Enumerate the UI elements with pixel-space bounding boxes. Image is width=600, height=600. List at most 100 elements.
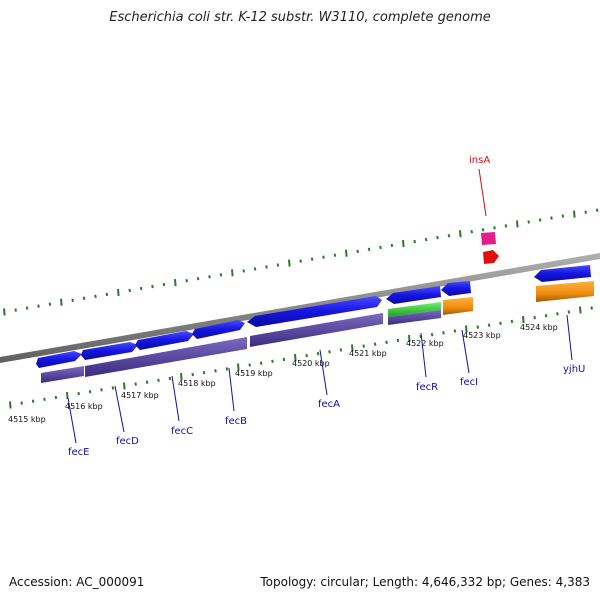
minor-tick [271,359,274,363]
minor-tick [168,376,172,381]
minor-tick [299,259,302,263]
cds-bars[interactable] [41,281,594,383]
gene-arrow-fecA[interactable] [247,296,382,327]
insertion-element-insA[interactable] [481,232,499,264]
major-tick [516,220,519,228]
major-tick [123,382,126,390]
minor-tick [54,395,58,400]
tick-label: 4518 kbp [178,379,216,388]
minor-tick [424,237,428,242]
gene-label-insA[interactable]: insA [469,155,490,166]
minor-tick [71,298,74,302]
minor-tick [162,282,166,287]
rrna-bar-fecR[interactable] [388,302,441,317]
minor-tick [25,306,29,310]
gene-label-fecD[interactable]: fecD [116,436,139,447]
minor-tick [453,329,457,333]
tick-label: 4524 kbp [520,323,558,332]
major-tick [465,325,468,333]
minor-tick [208,275,211,279]
minor-tick [265,265,268,269]
gene-arrows[interactable] [36,265,591,368]
cds-bar-fecA[interactable] [250,313,383,347]
gene-arrow-fecI[interactable] [441,281,471,296]
minor-tick [362,344,365,348]
cds-bar-yjhU[interactable] [536,281,594,302]
cds-bar-fecI[interactable] [443,297,473,315]
minor-tick [316,352,320,356]
minor-tick [202,371,206,375]
major-tick [288,259,291,267]
minor-tick [191,372,194,377]
minor-tick [413,239,416,244]
minor-tick [77,391,80,396]
cds-bar-fecE[interactable] [41,366,84,383]
genome-summary-text: Topology: circular; Length: 4,646,332 bp… [260,575,590,589]
major-tick [60,298,63,306]
major-tick [9,401,12,409]
gene-label-yjhU[interactable]: yjhU [563,364,585,375]
major-tick [408,334,411,343]
minor-tick [134,382,137,386]
minor-tick [504,224,508,228]
leader-fecC [171,375,180,422]
insA-pink-box[interactable] [481,232,496,245]
gene-label-fecA[interactable]: fecA [318,399,340,410]
minor-tick [214,369,217,373]
minor-tick [157,378,160,382]
genome-title: Escherichia coli str. K-12 substr. W3110… [109,10,491,25]
gene-arrow-fecB[interactable] [192,320,245,339]
cds-bar-fecDCB[interactable] [85,337,247,377]
gene-arrow-fecR[interactable] [386,286,441,304]
gene-labels[interactable]: fecE fecD fecC fecB fecA fecR fecI yjhU … [68,155,585,458]
minor-tick [248,363,251,367]
insA-red-arrow[interactable] [483,250,499,264]
gene-label-fecI[interactable]: fecI [460,377,478,388]
gene-arrow-fecD[interactable] [81,342,138,360]
minor-tick [196,277,200,281]
tick-label: 4520 kbp [292,359,330,368]
minor-tick [105,292,109,297]
major-tick [66,391,69,400]
gene-arrow-fecE[interactable] [36,351,82,368]
gene-arrow-yjhU[interactable] [534,265,591,282]
tick-label: 4515 kbp [8,415,46,424]
minor-tick [367,247,371,252]
minor-tick [561,214,565,218]
minor-tick [139,286,143,291]
minor-tick [385,340,388,344]
minor-tick [88,390,92,394]
major-tick [351,344,354,352]
minor-tick [14,308,17,312]
minor-tick [111,386,115,390]
major-tick [180,372,183,381]
leader-fecA [319,349,328,396]
gene-label-fecB[interactable]: fecB [225,416,247,427]
gene-label-fecE[interactable]: fecE [68,447,90,458]
cds-bar-fecR[interactable] [388,310,441,325]
minor-tick [185,278,188,283]
major-tick [237,363,240,371]
major-tick [579,306,582,314]
minor-tick [527,220,530,224]
gene-label-fecR[interactable]: fecR [416,382,438,393]
minor-tick [538,218,542,222]
leader-lines [67,168,573,444]
leader-insA [478,168,487,217]
minor-tick [37,304,40,308]
gene-arrow-fecC[interactable] [135,331,194,350]
minor-tick [379,245,382,250]
scale-labels: 4515 kbp 4516 kbp 4517 kbp 4518 kbp 4519… [8,323,558,424]
minor-tick [396,338,400,343]
minor-tick [595,208,599,212]
major-tick [573,210,576,218]
minor-tick [447,233,451,238]
minor-tick [339,348,343,352]
minor-tick [510,319,514,324]
tick-label: 4516 kbp [65,402,103,411]
gene-label-fecC[interactable]: fecC [171,426,193,437]
leader-fecB [228,367,235,412]
minor-tick [487,323,491,327]
minor-tick [567,310,571,314]
